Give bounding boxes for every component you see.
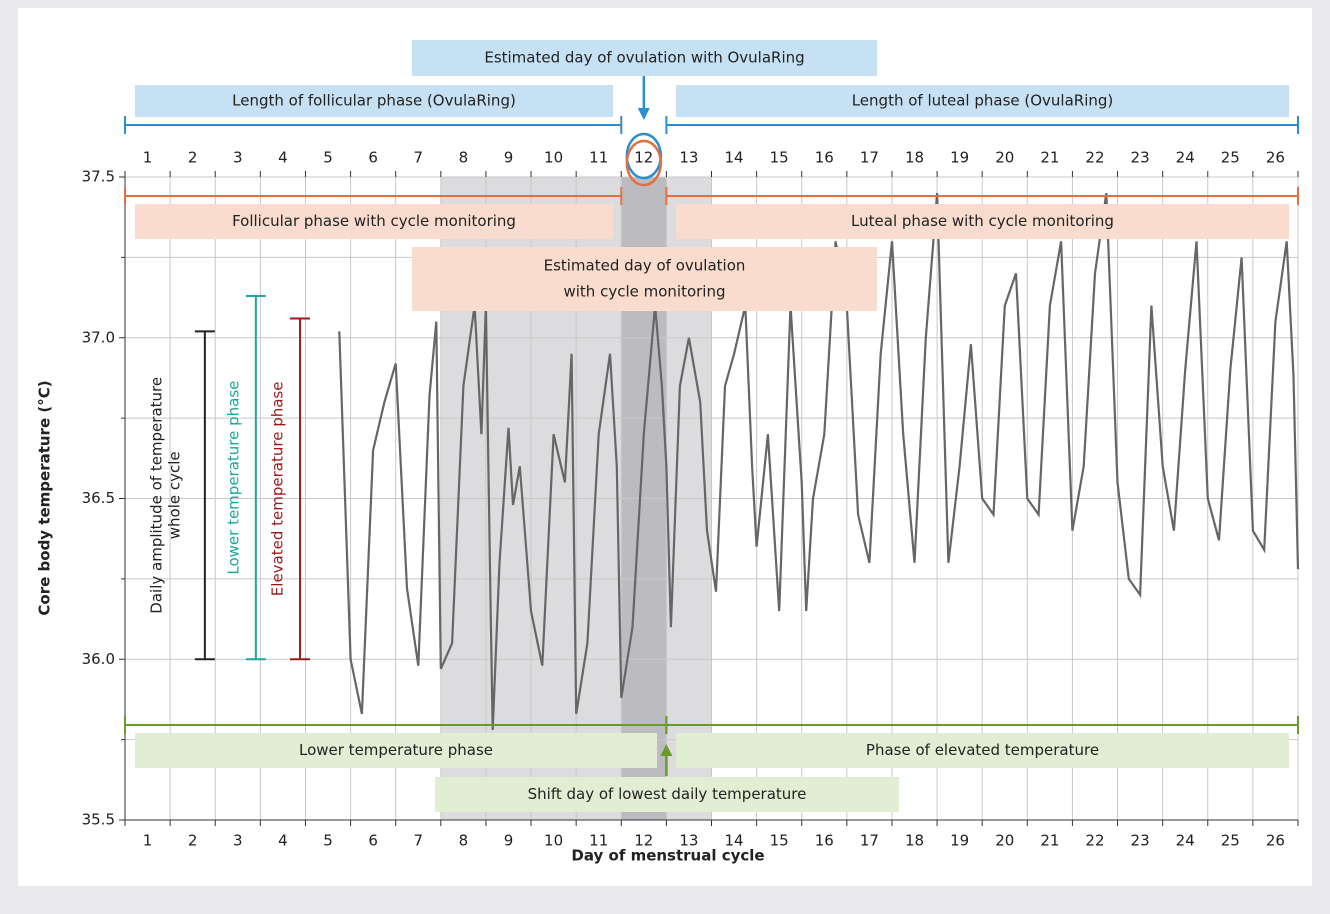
range-label: Lower temperature phase	[224, 381, 242, 575]
x-tick-label: 16	[815, 832, 834, 850]
label-box	[676, 204, 1289, 239]
x-tick-label-top: 3	[233, 149, 243, 167]
x-tick-label-top: 15	[770, 149, 789, 167]
x-tick-label: 7	[413, 832, 423, 850]
label-box	[412, 40, 877, 76]
box-label: Estimated day of ovulation	[544, 257, 746, 275]
x-tick-label-top: 23	[1131, 149, 1150, 167]
x-tick-label-top: 16	[815, 149, 834, 167]
x-tick-label: 1	[143, 832, 153, 850]
x-tick-label: 10	[544, 832, 563, 850]
x-tick-label-top: 9	[504, 149, 514, 167]
x-tick-label: 4	[278, 832, 288, 850]
x-tick-label-top: 17	[860, 149, 879, 167]
x-tick-label: 17	[860, 832, 879, 850]
x-tick-label: 5	[323, 832, 333, 850]
label-box	[435, 777, 899, 812]
x-tick-label-top: 14	[725, 149, 744, 167]
box-label: Length of luteal phase (OvulaRing)	[852, 92, 1114, 110]
x-tick-label-top: 25	[1221, 149, 1240, 167]
box-label: Shift day of lowest daily temperature	[528, 785, 807, 803]
label-box	[135, 85, 613, 117]
x-tick-label: 6	[368, 832, 378, 850]
y-tick-label: 37.5	[82, 168, 115, 186]
x-tick-label-top: 10	[544, 149, 563, 167]
x-tick-label-top: 13	[679, 149, 698, 167]
range-label: Daily amplitude of temperature	[147, 377, 165, 614]
x-tick-label-top: 5	[323, 149, 333, 167]
label-box	[412, 247, 877, 311]
ovulation-circle	[625, 139, 663, 187]
y-tick-label: 37.0	[82, 328, 115, 346]
range-label: whole cycle	[165, 451, 183, 539]
x-axis-title: Day of menstrual cycle	[571, 847, 764, 865]
x-tick-label: 22	[1085, 832, 1104, 850]
x-tick-label-top: 21	[1040, 149, 1059, 167]
label-box	[135, 733, 657, 768]
temperature-line	[338, 192, 1300, 731]
box-label: Lower temperature phase	[299, 741, 493, 759]
x-tick-label-top: 19	[950, 149, 969, 167]
x-tick-label: 15	[770, 832, 789, 850]
arrow-head	[660, 744, 673, 756]
y-tick-label: 36.5	[82, 489, 115, 507]
x-tick-label: 20	[995, 832, 1014, 850]
x-tick-label: 26	[1266, 832, 1285, 850]
x-tick-label: 18	[905, 832, 924, 850]
y-tick-label: 36.0	[82, 650, 115, 668]
box-label: Estimated day of ovulation with OvulaRin…	[484, 49, 804, 67]
x-tick-label-top: 8	[459, 149, 469, 167]
x-tick-label-top: 20	[995, 149, 1014, 167]
x-tick-label-top: 1	[143, 149, 153, 167]
range-label: Elevated temperature phase	[269, 382, 287, 597]
box-label: Luteal phase with cycle monitoring	[851, 212, 1114, 230]
arrow-head	[637, 108, 650, 120]
box-label: Phase of elevated temperature	[866, 741, 1099, 759]
x-tick-label-top: 4	[278, 149, 288, 167]
x-tick-label: 2	[188, 832, 198, 850]
x-tick-label: 9	[504, 832, 514, 850]
x-tick-label-top: 22	[1085, 149, 1104, 167]
x-tick-label: 23	[1131, 832, 1150, 850]
label-box	[135, 204, 613, 239]
x-tick-label: 25	[1221, 832, 1240, 850]
x-tick-label: 21	[1040, 832, 1059, 850]
x-tick-label: 19	[950, 832, 969, 850]
box-label: Length of follicular phase (OvulaRing)	[232, 92, 516, 110]
x-tick-label: 8	[459, 832, 469, 850]
x-tick-label-top: 24	[1176, 149, 1195, 167]
x-tick-label: 12	[634, 832, 653, 850]
x-tick-label: 24	[1176, 832, 1195, 850]
x-tick-label-top: 26	[1266, 149, 1285, 167]
x-tick-label: 14	[725, 832, 744, 850]
x-tick-label-top: 18	[905, 149, 924, 167]
label-box	[676, 85, 1289, 117]
x-tick-label-top: 2	[188, 149, 198, 167]
x-tick-label: 13	[679, 832, 698, 850]
x-tick-label-top: 6	[368, 149, 378, 167]
y-axis-title: Core body temperature (°C)	[36, 380, 54, 615]
y-tick-label: 35.5	[82, 811, 115, 829]
box-label: Follicular phase with cycle monitoring	[232, 212, 516, 230]
x-tick-label: 11	[589, 832, 608, 850]
x-tick-label-top: 12	[634, 149, 653, 167]
x-tick-label-top: 11	[589, 149, 608, 167]
label-box	[676, 733, 1289, 768]
x-tick-label-top: 7	[413, 149, 423, 167]
box-label: with cycle monitoring	[563, 283, 725, 301]
x-tick-label: 3	[233, 832, 243, 850]
